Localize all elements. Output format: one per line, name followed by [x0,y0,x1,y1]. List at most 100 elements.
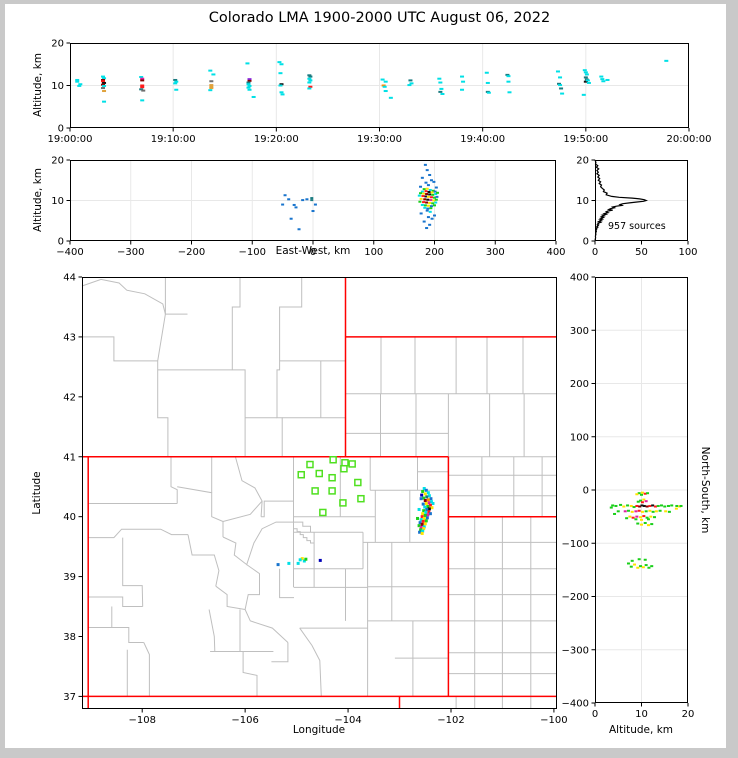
source-point [307,81,312,84]
y-tick-label: 10 [576,196,589,207]
source-point [432,180,436,183]
source-point [251,95,256,98]
source-point [422,516,426,520]
source-point [647,566,651,569]
source-point [427,510,431,514]
y-tick-label: 37 [63,692,76,703]
x-tick-label: 200 [425,247,444,258]
source-point [557,82,562,85]
panel-d-svg: −108 −106 −104 −102 −100 37 38 39 40 41 42 43 44 [63,273,567,727]
source-point [246,83,251,86]
y-tick-label: −400 [562,699,589,710]
source-point [429,207,433,210]
x-tick-label: 0 [592,709,598,720]
y-tick-label: 0 [58,124,64,135]
y-tick-label: −200 [562,592,589,603]
source-point [101,78,106,81]
source-point [555,70,560,73]
source-point [287,561,291,565]
x-tick-label: −102 [437,715,464,726]
source-point [301,199,305,202]
source-point [101,75,106,78]
source-point [614,504,618,507]
source-point [418,200,422,203]
source-point [646,518,650,521]
lma-station-marker [339,499,347,507]
source-point [421,502,425,506]
x-tick-label: −100 [239,247,266,258]
source-point [460,88,465,91]
county-boundary [177,486,224,537]
source-point [423,505,427,509]
source-point [664,510,668,513]
source-point [635,504,639,507]
source-point [637,509,641,512]
source-point [173,82,178,85]
source-point [420,176,424,179]
source-point [638,505,642,508]
county-boundary [222,456,263,522]
source-point [435,195,439,198]
source-point [642,515,646,518]
source-point [434,186,438,189]
source-point [425,516,429,520]
y-tick-label: 20 [51,156,64,167]
source-point [102,77,107,80]
source-point [670,504,674,507]
source-point [423,513,427,517]
source-point [640,518,643,521]
source-point [425,201,429,204]
county-boundary [164,277,188,315]
x-tick-label: 19:10:00 [151,134,196,145]
source-point [247,88,252,91]
source-point [460,75,465,78]
source-point [292,203,296,206]
x-tick-label: 19:50:00 [563,134,608,145]
source-point [429,500,433,504]
lma-station-marker [328,487,336,495]
source-point [419,497,423,501]
source-point [650,523,654,526]
source-point [426,198,430,201]
source-point [631,516,635,519]
source-point [246,81,251,84]
source-point [636,566,640,569]
source-point [424,519,428,523]
county-boundary [299,627,322,697]
source-point [675,504,679,507]
source-point [420,522,424,526]
source-point [674,507,678,510]
source-point [636,522,640,525]
source-point [426,184,430,187]
source-point [664,59,669,62]
source-point [304,557,308,561]
source-point [601,80,606,83]
source-point [583,80,588,83]
y-tick-label: 20 [51,39,64,50]
lma-station-marker [328,473,336,482]
y-tick-label: −300 [562,645,589,656]
histogram-panel: 0 50 100 0 10 20 [576,156,697,259]
source-point [422,496,426,500]
source-point [426,216,430,219]
x-tick-label: 300 [486,247,505,258]
y-tick-label: 200 [570,379,589,390]
source-point [289,217,293,220]
altitude-axis-label-top: Altitude, km [32,53,44,118]
source-point [102,90,107,93]
source-point [102,100,107,103]
source-point [640,493,643,496]
source-point [140,77,145,80]
source-point [431,189,435,192]
lma-station-marker [340,464,348,473]
altitude-axis-label-ns: Altitude, km [608,724,673,736]
source-point [424,488,428,492]
source-point [428,201,432,204]
altitude-histogram-line [594,159,649,242]
source-point [659,504,663,507]
source-point [426,195,430,198]
north-south-axis-label: North-South, km [699,446,711,534]
panel-c-svg: 0 50 100 0 10 20 [576,156,697,259]
source-point [609,506,613,509]
source-point [300,557,304,561]
